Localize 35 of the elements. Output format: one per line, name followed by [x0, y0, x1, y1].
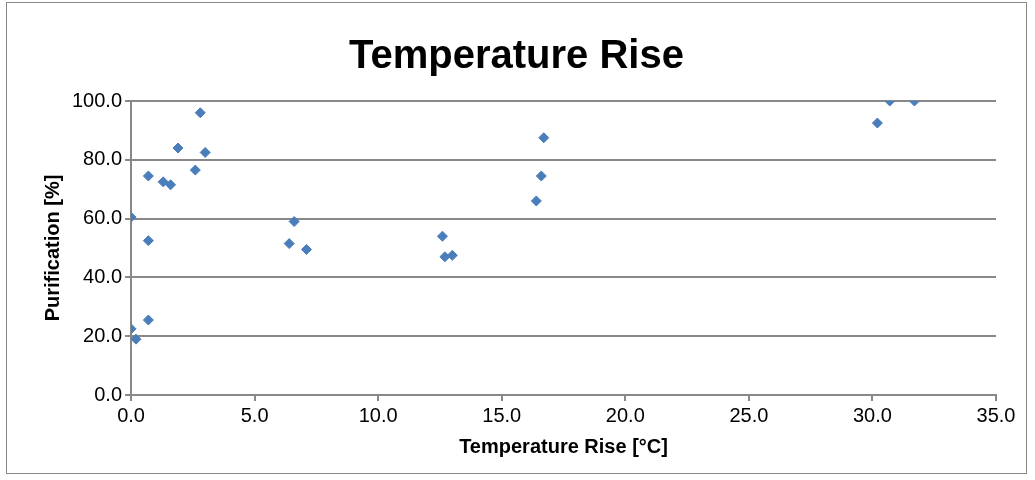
point [535, 170, 547, 182]
point [283, 238, 295, 250]
x-tick-label: 20.0 [605, 403, 645, 426]
y-tick-label: 100.0 [71, 88, 123, 111]
point [157, 176, 169, 188]
point [172, 142, 184, 154]
point [194, 107, 206, 119]
chart-title: Temperature Rise [349, 32, 684, 77]
point [142, 235, 154, 247]
y-tick-label: 80.0 [83, 147, 123, 170]
y-tick-label: 0.0 [94, 382, 123, 405]
y-tick-label: 60.0 [83, 206, 123, 229]
point [871, 117, 883, 129]
point [189, 164, 201, 176]
point [142, 170, 154, 182]
x-tick-label: 25.0 [729, 403, 769, 426]
y-tick-label: 20.0 [83, 323, 123, 346]
x-axis-title: Temperature Rise [°C] [459, 434, 668, 457]
y-axis-title: Purification [%] [40, 174, 63, 322]
point [530, 195, 542, 207]
point [142, 314, 154, 326]
point [288, 216, 300, 228]
y-tick-label: 40.0 [83, 264, 123, 287]
x-tick-label: 10.0 [358, 403, 398, 426]
x-tick-label: 5.0 [240, 403, 269, 426]
x-tick-label: 30.0 [852, 403, 892, 426]
x-tick-label: 35.0 [976, 403, 1016, 426]
point [301, 243, 313, 255]
point [436, 230, 448, 242]
point [199, 146, 211, 158]
x-tick-label: 0.0 [117, 403, 145, 426]
point [131, 333, 142, 345]
point [538, 132, 550, 144]
point [165, 179, 177, 191]
x-tick-label: 15.0 [482, 403, 522, 426]
